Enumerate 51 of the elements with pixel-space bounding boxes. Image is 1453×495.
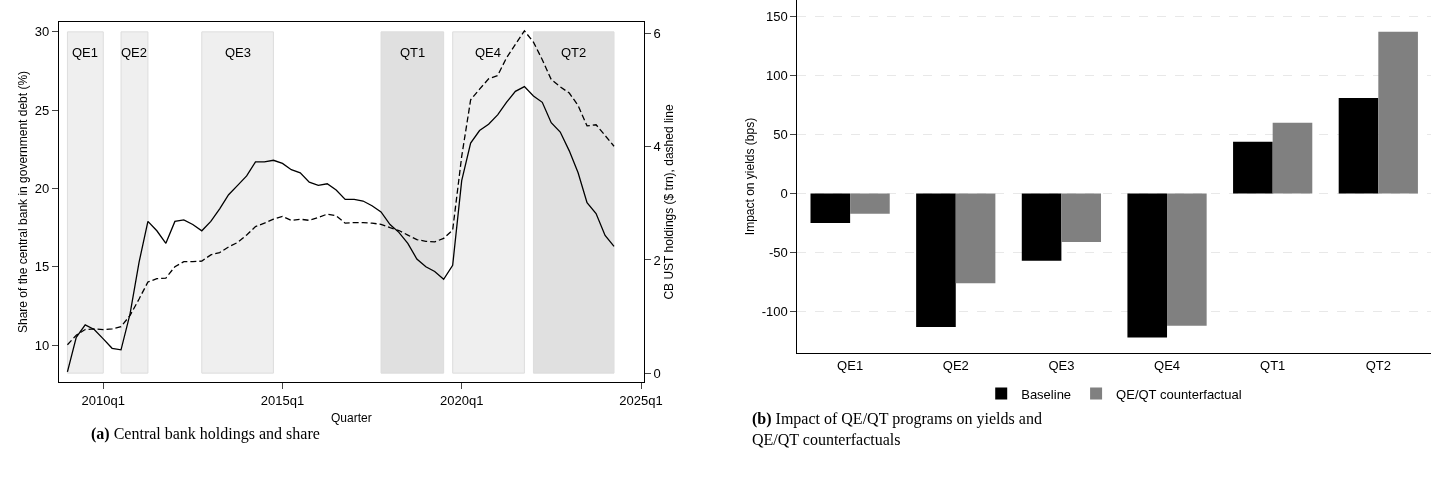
- y-tick-label: 25: [34, 102, 50, 118]
- y2-tick-label: 6: [653, 26, 661, 42]
- x-axis-title: Quarter: [330, 410, 372, 425]
- y-tick-label: 50: [773, 127, 788, 143]
- y-tick-label: 150: [766, 9, 788, 25]
- x-tick-label: 2015q1: [260, 392, 305, 408]
- bar: [1167, 193, 1207, 326]
- legend-label: Baseline: [1021, 386, 1072, 402]
- band-label: QE4: [475, 45, 502, 60]
- y-axis-title: Impact on yields (bps): [742, 117, 757, 236]
- x-tick-label: QE4: [1154, 357, 1181, 373]
- x-tick-label: QE3: [1048, 357, 1075, 373]
- bar: [1272, 122, 1313, 194]
- band-label: QE3: [225, 45, 252, 60]
- y-tick-label: 15: [34, 259, 50, 275]
- bar: [1378, 31, 1418, 194]
- y2-tick-label: 2: [653, 252, 661, 268]
- y-tick-label: 0: [780, 186, 788, 202]
- y-tick-label: -50: [768, 245, 788, 261]
- x-tick-label: QT1: [1260, 357, 1286, 373]
- y2-tick-label: 4: [653, 139, 661, 155]
- x-tick-label: QE1: [837, 357, 864, 373]
- y-tick-label: 20: [34, 181, 50, 197]
- legend-label: QE/QT counterfactual: [1116, 386, 1242, 402]
- bar: [850, 193, 890, 214]
- bar: [1127, 193, 1168, 338]
- bar: [1233, 141, 1273, 194]
- y-tick-label: 100: [766, 68, 788, 84]
- band-label: QT1: [400, 45, 426, 60]
- x-tick-label: 2020q1: [440, 392, 484, 408]
- x-tick-label: 2010q1: [81, 392, 125, 408]
- x-tick-label: QE2: [942, 357, 969, 373]
- bar: [810, 193, 851, 224]
- bar: [1021, 193, 1062, 261]
- band-label: QE2: [121, 45, 148, 60]
- bar: [955, 193, 996, 284]
- y2-tick-label: 0: [653, 365, 661, 381]
- bar: [1338, 97, 1379, 194]
- y-tick-label: -100: [761, 304, 788, 320]
- band-label: QT2: [561, 45, 587, 60]
- y-axis-title: Share of the central bank in government debt (%): [16, 70, 31, 334]
- y2-axis-title: CB UST holdings ($ trn), dashed line: [661, 104, 676, 300]
- text: (b) Impact of QE/QT programs on yields and QE/QT counterfactuals: [752, 410, 1042, 448]
- bar: [916, 193, 956, 327]
- text: (a) Central bank holdings and share: [91, 425, 320, 443]
- band-label: QE1: [72, 45, 99, 60]
- x-tick-label: QT2: [1365, 357, 1391, 373]
- bar: [1061, 193, 1102, 242]
- y-tick-label: 30: [34, 24, 50, 40]
- x-tick-label: 2025q1: [619, 392, 663, 408]
- y-tick-label: 10: [34, 337, 50, 353]
